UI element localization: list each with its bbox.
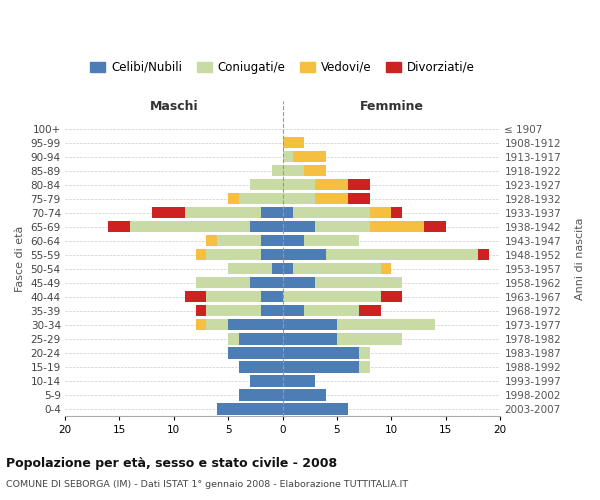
Bar [359, 306, 380, 316]
Bar [391, 207, 402, 218]
Bar [217, 404, 283, 414]
Bar [283, 151, 293, 162]
Text: Popolazione per età, sesso e stato civile - 2008: Popolazione per età, sesso e stato civil… [6, 458, 337, 470]
Legend: Celibi/Nubili, Coniugati/e, Vedovi/e, Divorziati/e: Celibi/Nubili, Coniugati/e, Vedovi/e, Di… [85, 56, 480, 78]
Bar [206, 249, 261, 260]
Bar [315, 179, 348, 190]
Bar [239, 390, 283, 400]
Bar [283, 278, 315, 288]
Bar [228, 348, 283, 358]
Bar [196, 320, 206, 330]
Bar [283, 249, 326, 260]
Text: Femmine: Femmine [359, 100, 424, 113]
Bar [228, 263, 272, 274]
Bar [283, 362, 359, 372]
Bar [283, 137, 304, 148]
Bar [261, 207, 283, 218]
Bar [424, 221, 446, 232]
Bar [239, 334, 283, 344]
Bar [283, 390, 326, 400]
Bar [206, 292, 261, 302]
Bar [228, 320, 283, 330]
Bar [293, 263, 380, 274]
Bar [304, 165, 326, 176]
Bar [261, 306, 283, 316]
Bar [359, 362, 370, 372]
Bar [196, 249, 206, 260]
Bar [326, 249, 478, 260]
Bar [261, 292, 283, 302]
Bar [370, 221, 424, 232]
Bar [348, 193, 370, 204]
Y-axis label: Fasce di età: Fasce di età [15, 225, 25, 292]
Bar [185, 207, 261, 218]
Bar [206, 320, 228, 330]
Bar [478, 249, 490, 260]
Bar [196, 306, 206, 316]
Bar [250, 179, 283, 190]
Bar [283, 221, 315, 232]
Bar [283, 263, 293, 274]
Bar [315, 193, 348, 204]
Bar [315, 278, 402, 288]
Bar [283, 179, 315, 190]
Bar [261, 235, 283, 246]
Bar [283, 306, 304, 316]
Bar [380, 263, 391, 274]
Bar [109, 221, 130, 232]
Bar [370, 207, 391, 218]
Bar [228, 334, 239, 344]
Bar [283, 207, 293, 218]
Bar [250, 278, 283, 288]
Bar [228, 193, 239, 204]
Bar [283, 334, 337, 344]
Bar [337, 334, 402, 344]
Bar [293, 207, 370, 218]
Bar [348, 179, 370, 190]
Bar [283, 348, 359, 358]
Bar [283, 235, 304, 246]
Bar [206, 306, 261, 316]
Bar [206, 235, 217, 246]
Bar [337, 320, 435, 330]
Bar [283, 193, 315, 204]
Bar [283, 292, 380, 302]
Bar [152, 207, 185, 218]
Bar [239, 362, 283, 372]
Bar [283, 404, 348, 414]
Bar [283, 320, 337, 330]
Text: COMUNE DI SEBORGA (IM) - Dati ISTAT 1° gennaio 2008 - Elaborazione TUTTITALIA.IT: COMUNE DI SEBORGA (IM) - Dati ISTAT 1° g… [6, 480, 408, 489]
Y-axis label: Anni di nascita: Anni di nascita [575, 217, 585, 300]
Bar [283, 376, 315, 386]
Bar [239, 193, 283, 204]
Bar [380, 292, 402, 302]
Bar [130, 221, 250, 232]
Bar [185, 292, 206, 302]
Bar [217, 235, 261, 246]
Bar [250, 221, 283, 232]
Bar [272, 263, 283, 274]
Bar [283, 165, 304, 176]
Bar [304, 306, 359, 316]
Bar [304, 235, 359, 246]
Text: Maschi: Maschi [149, 100, 198, 113]
Bar [359, 348, 370, 358]
Bar [272, 165, 283, 176]
Bar [250, 376, 283, 386]
Bar [293, 151, 326, 162]
Bar [261, 249, 283, 260]
Bar [315, 221, 370, 232]
Bar [196, 278, 250, 288]
